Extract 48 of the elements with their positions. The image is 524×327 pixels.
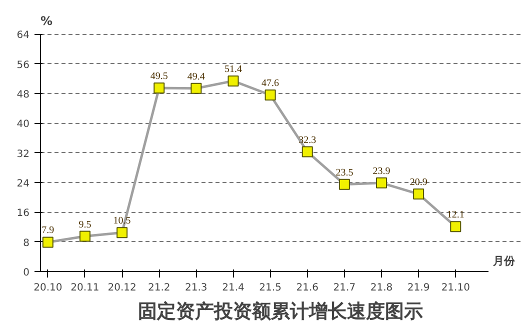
point (79, 230, 90, 242)
point (376, 177, 388, 188)
point (228, 75, 239, 86)
data-label: 51.4 (224, 64, 242, 75)
y-tick-label: 32 (16, 148, 30, 160)
data-label: 9.5 (78, 219, 92, 230)
x-tick-label: 21.3 (185, 282, 208, 294)
data-label: 49.4 (187, 71, 205, 82)
data-label: 47.6 (262, 78, 280, 90)
point (450, 221, 462, 232)
y-tick-label: 8 (23, 238, 30, 249)
y-tick-label: 48 (16, 90, 30, 101)
data-label: 10.5 (113, 216, 131, 227)
x-tick-label: 21.6 (296, 282, 319, 294)
y-tick-label: 24 (16, 178, 30, 190)
y-axis-title: % (40, 14, 53, 28)
data-label: 7.9 (42, 225, 54, 236)
data-label: 12.1 (446, 210, 464, 221)
point (413, 188, 424, 200)
x-tick-label: 20.12 (108, 282, 136, 294)
x-tick-label: 20.11 (70, 282, 100, 294)
x-tick-label: 20.10 (34, 282, 62, 294)
x-tick-label: 21.5 (259, 282, 282, 294)
y-tick-label: 40 (16, 119, 30, 130)
data-label: 23.9 (372, 166, 390, 177)
x-tick-label: 21.9 (407, 282, 430, 294)
text: 固定资产投资额累计增长速度图示 (138, 300, 423, 322)
x-axis-title: 月份 (492, 254, 516, 268)
point (154, 82, 165, 94)
x-tick-label: 21.7 (333, 282, 356, 294)
x-tick-label: 21.2 (148, 282, 170, 294)
y-tick-label: 0 (23, 268, 30, 278)
y-tick-label: 64 (16, 30, 30, 42)
point (190, 82, 202, 94)
x-tick-label: 21.8 (370, 282, 393, 294)
x-tick-label: 21.10 (441, 282, 470, 294)
point (302, 146, 313, 158)
point (338, 178, 350, 190)
y-tick-label: 16 (16, 208, 30, 220)
x-tick-label: 21.4 (222, 282, 244, 294)
point (116, 227, 128, 238)
data-label: 32.3 (298, 134, 316, 146)
data-label: 20.9 (410, 177, 428, 188)
y-tick-label: 56 (16, 60, 30, 71)
point (264, 90, 276, 101)
data-label: 49.5 (150, 70, 168, 82)
point (42, 236, 54, 248)
data-label: 23.5 (336, 167, 354, 178)
